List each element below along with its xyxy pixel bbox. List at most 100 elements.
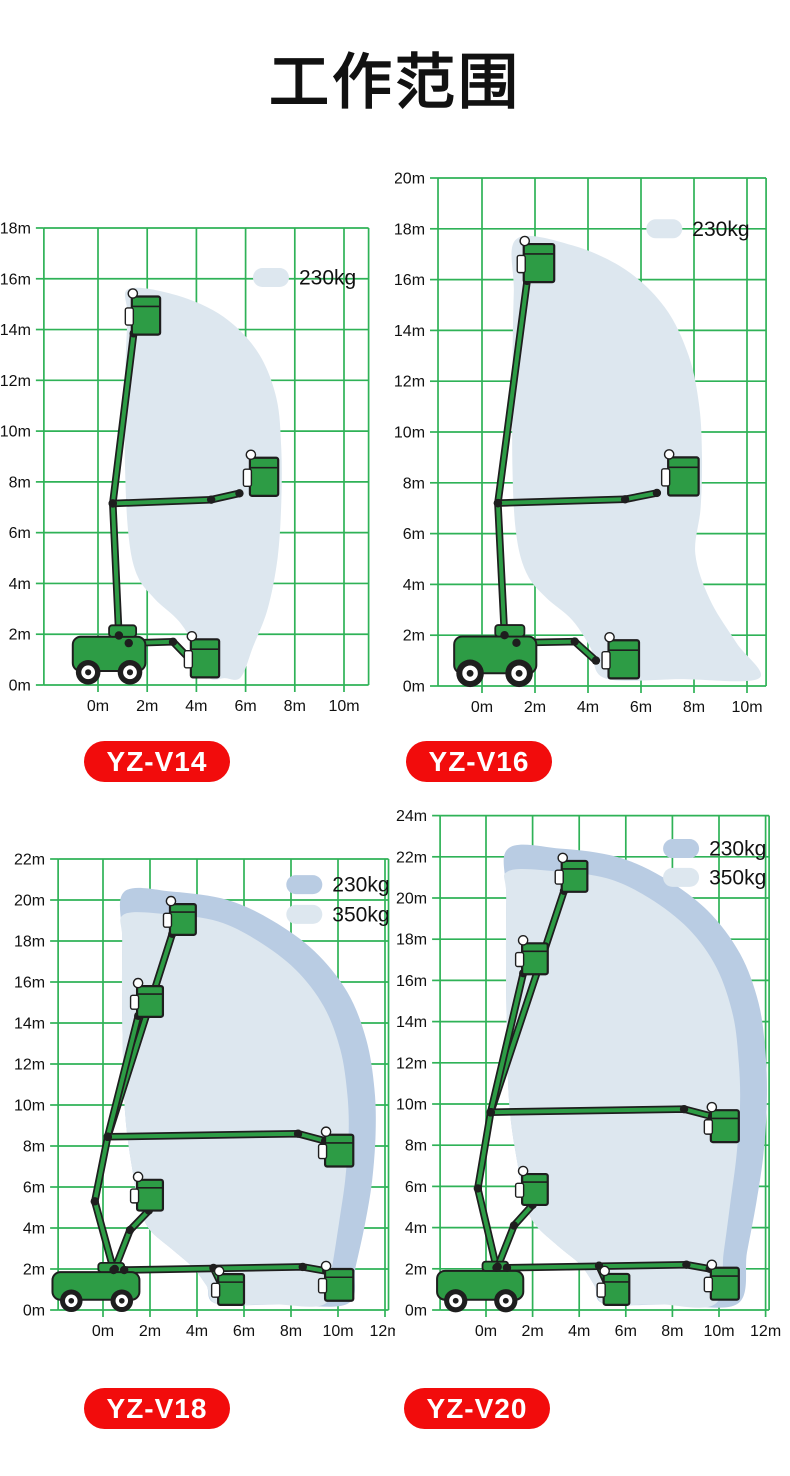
turret [494, 624, 526, 638]
chart-yz-v18: 230kg 350kg 0m 2m 4m 6m 8m 10m 12m 14m 16m 18m 20m 22… [14, 852, 395, 1341]
x-tick-label: 10m [328, 698, 359, 715]
x-tick-label: 10m [703, 1323, 734, 1340]
y-tick-label: 2m [9, 627, 31, 644]
y-tick-label: 6m [23, 1180, 45, 1197]
model-badge-yz-v16: YZ-V16 [406, 741, 552, 782]
y-tick-label: 6m [405, 1179, 427, 1196]
envelope-350kg [504, 868, 741, 1308]
legend-label: 230kg [299, 266, 356, 289]
legend-label: 230kg [709, 838, 766, 861]
y-tick-label: 8m [23, 1139, 45, 1156]
y-tick-label: 22m [14, 852, 45, 869]
x-tick-label: 6m [234, 698, 256, 715]
y-tick-label: 4m [403, 577, 425, 594]
envelope-230kg [511, 235, 762, 682]
y-tick-label: 6m [403, 526, 425, 543]
axis-labels: 0m 2m 4m 6m 8m 10m 12m 14m 16m 18m 0m 2m 4m 6m 8m 10m [0, 220, 360, 715]
working-envelopes [124, 287, 282, 680]
x-tick-label: 2m [139, 1323, 161, 1340]
model-badge-yz-v14: YZ-V14 [84, 741, 230, 782]
boom-lift-illustration [453, 235, 700, 688]
y-tick-label: 14m [396, 1014, 427, 1031]
y-tick-label: 2m [403, 628, 425, 645]
y-tick-label: 14m [14, 1016, 45, 1033]
axis-labels: 0m 2m 4m 6m 8m 10m 12m 14m 16m 18m 20m 0m 2m 4m 6m 8m 10… [395, 171, 763, 717]
legend-swatch-230kg [663, 839, 700, 859]
y-tick-label: 0m [405, 1303, 427, 1320]
boom-lift-illustration [436, 852, 740, 1313]
platform-basket [521, 942, 549, 976]
y-tick-label: 10m [0, 424, 31, 441]
y-tick-label: 8m [403, 475, 425, 492]
platform-basket [217, 1273, 246, 1306]
y-tick-label: 10m [395, 425, 425, 442]
chart-yz-v20: 230kg 350kg 0m 2m 4m 6m 8m 10m 12m 14m 16m 18m 20m 22… [396, 808, 781, 1340]
y-tick-label: 16m [0, 271, 31, 288]
platform-basket [168, 902, 197, 936]
y-tick-label: 8m [9, 474, 31, 491]
x-tick-label: 0m [471, 699, 493, 716]
x-tick-label: 4m [185, 698, 207, 715]
platform-basket [135, 985, 165, 1018]
x-tick-label: 0m [92, 1323, 114, 1340]
x-tick-label: 4m [568, 1323, 590, 1340]
working-envelopes [119, 887, 376, 1307]
legend-label: 350kg [332, 903, 389, 926]
legend-swatch-230kg [286, 875, 323, 895]
y-tick-label: 18m [395, 221, 425, 238]
x-tick-label: 2m [524, 699, 546, 716]
chart-yz-v16: 230kg 0m 2m 4m 6m 8m 10m 12m 14m 16m 18m 20m 0m 2m 4m 6… [395, 171, 767, 717]
y-tick-label: 12m [395, 374, 425, 391]
working-envelopes [511, 235, 762, 682]
x-tick-label: 2m [521, 1323, 543, 1340]
y-tick-label: 4m [23, 1221, 45, 1238]
y-tick-label: 24m [396, 808, 427, 825]
platform-basket [248, 456, 280, 497]
legend: 230kg 350kg [663, 838, 766, 889]
x-tick-label: 4m [186, 1323, 208, 1340]
y-tick-label: 8m [405, 1138, 427, 1155]
y-tick-label: 16m [396, 973, 427, 990]
legend-swatch-230kg [252, 267, 289, 287]
y-tick-label: 6m [9, 525, 31, 542]
platform-basket [135, 1178, 165, 1212]
y-tick-label: 10m [14, 1098, 45, 1115]
y-tick-label: 18m [14, 934, 45, 951]
legend: 230kg [252, 266, 356, 289]
y-tick-label: 2m [23, 1262, 45, 1279]
platform-basket [522, 242, 556, 284]
x-tick-label: 6m [233, 1323, 255, 1340]
platform-basket [323, 1267, 355, 1302]
y-tick-label: 12m [14, 1057, 45, 1074]
x-tick-label: 12m [750, 1323, 781, 1340]
platform-basket [667, 456, 700, 497]
chart-yz-v14: 230kg 0m 2m 4m 6m 8m 10m 12m 14m 16m 18m 0m 2m 4m 6m 8m… [0, 220, 370, 715]
envelope-230kg [124, 287, 282, 680]
platform-basket [130, 295, 162, 336]
platform-basket [709, 1109, 740, 1144]
y-tick-label: 22m [396, 849, 427, 866]
platform-basket [521, 1172, 549, 1207]
legend: 230kg [646, 218, 750, 241]
page-title: 工作范围 [269, 49, 521, 116]
x-tick-label: 4m [577, 699, 599, 716]
y-tick-label: 20m [396, 891, 427, 908]
y-tick-label: 0m [9, 678, 31, 695]
y-tick-label: 12m [396, 1055, 427, 1072]
x-tick-label: 10m [322, 1323, 353, 1340]
legend-label: 230kg [692, 218, 749, 241]
y-tick-label: 10m [396, 1097, 427, 1114]
boom-lift-illustration [71, 288, 280, 685]
y-tick-label: 16m [395, 272, 425, 289]
x-tick-label: 0m [475, 1323, 497, 1340]
y-tick-label: 2m [405, 1261, 427, 1278]
y-tick-label: 14m [0, 322, 31, 339]
platform-basket [323, 1133, 355, 1168]
axis-labels: 0m 2m 4m 6m 8m 10m 12m 14m 16m 18m 20m 22m 0m 2m 4m 6m 8… [14, 852, 395, 1341]
envelope-350kg [120, 912, 349, 1307]
y-tick-label: 18m [0, 220, 31, 237]
y-tick-label: 16m [14, 975, 45, 992]
legend-label: 230kg [332, 874, 389, 897]
model-badge-yz-v20: YZ-V20 [404, 1388, 550, 1429]
